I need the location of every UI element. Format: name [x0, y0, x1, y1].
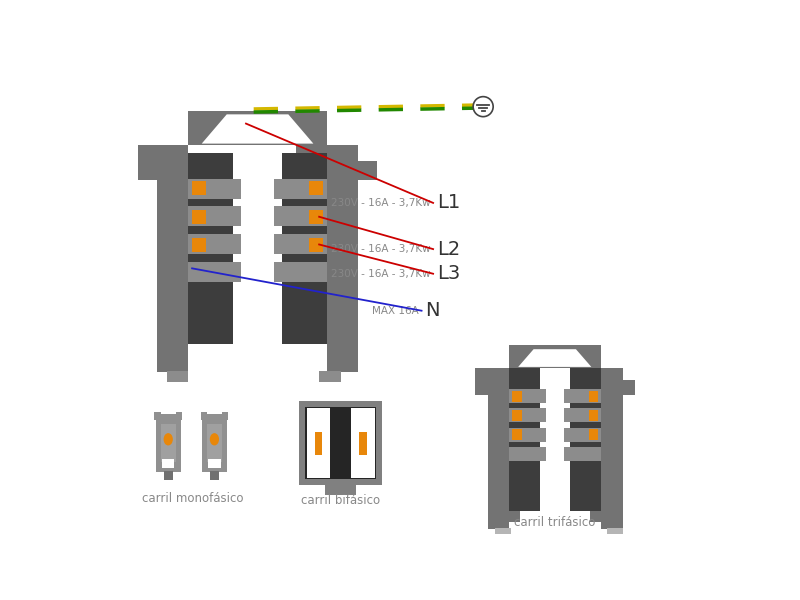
FancyBboxPatch shape: [274, 206, 327, 226]
FancyBboxPatch shape: [564, 389, 601, 403]
FancyBboxPatch shape: [359, 431, 367, 455]
FancyBboxPatch shape: [351, 409, 374, 478]
FancyBboxPatch shape: [488, 509, 520, 521]
FancyBboxPatch shape: [475, 368, 510, 382]
FancyBboxPatch shape: [274, 235, 327, 254]
Text: carril trifásico: carril trifásico: [514, 516, 595, 529]
FancyBboxPatch shape: [158, 145, 188, 346]
FancyBboxPatch shape: [510, 368, 540, 511]
FancyBboxPatch shape: [161, 424, 176, 463]
FancyBboxPatch shape: [510, 447, 546, 461]
Text: carril monofásico: carril monofásico: [142, 492, 244, 505]
FancyBboxPatch shape: [311, 344, 358, 362]
FancyBboxPatch shape: [607, 528, 622, 537]
FancyBboxPatch shape: [326, 484, 356, 495]
FancyBboxPatch shape: [327, 361, 358, 372]
FancyBboxPatch shape: [510, 389, 546, 403]
FancyBboxPatch shape: [306, 407, 376, 479]
FancyBboxPatch shape: [309, 181, 323, 195]
FancyBboxPatch shape: [589, 391, 598, 401]
FancyBboxPatch shape: [495, 528, 511, 537]
Polygon shape: [202, 115, 314, 143]
FancyBboxPatch shape: [314, 431, 322, 455]
FancyBboxPatch shape: [488, 520, 510, 529]
FancyBboxPatch shape: [188, 179, 241, 199]
FancyBboxPatch shape: [331, 407, 350, 479]
FancyBboxPatch shape: [570, 368, 601, 511]
FancyBboxPatch shape: [358, 161, 377, 180]
FancyBboxPatch shape: [202, 414, 226, 472]
FancyBboxPatch shape: [299, 401, 382, 485]
FancyBboxPatch shape: [296, 145, 346, 162]
FancyBboxPatch shape: [307, 409, 330, 478]
FancyBboxPatch shape: [158, 344, 204, 362]
FancyBboxPatch shape: [513, 391, 522, 401]
Text: 230V - 16A - 3,7Kw: 230V - 16A - 3,7Kw: [331, 244, 430, 254]
Text: 230V - 16A - 3,7Kw: 230V - 16A - 3,7Kw: [331, 269, 430, 279]
FancyBboxPatch shape: [274, 179, 327, 199]
FancyBboxPatch shape: [166, 371, 188, 382]
FancyBboxPatch shape: [138, 145, 188, 162]
FancyBboxPatch shape: [188, 235, 241, 254]
FancyBboxPatch shape: [188, 206, 241, 226]
FancyBboxPatch shape: [327, 145, 358, 346]
FancyBboxPatch shape: [233, 145, 282, 346]
FancyBboxPatch shape: [188, 262, 241, 282]
FancyBboxPatch shape: [513, 410, 522, 421]
FancyBboxPatch shape: [488, 368, 510, 511]
FancyBboxPatch shape: [162, 458, 174, 468]
FancyBboxPatch shape: [601, 520, 622, 529]
FancyBboxPatch shape: [589, 368, 622, 382]
FancyBboxPatch shape: [564, 428, 601, 442]
FancyBboxPatch shape: [158, 361, 188, 372]
FancyBboxPatch shape: [590, 509, 622, 521]
FancyBboxPatch shape: [564, 409, 601, 422]
Text: carril bifásico: carril bifásico: [301, 494, 380, 508]
FancyBboxPatch shape: [138, 161, 158, 180]
FancyBboxPatch shape: [622, 380, 635, 395]
FancyBboxPatch shape: [510, 428, 546, 442]
FancyBboxPatch shape: [589, 429, 598, 440]
FancyBboxPatch shape: [510, 346, 601, 368]
FancyBboxPatch shape: [208, 458, 221, 468]
FancyBboxPatch shape: [589, 410, 598, 421]
FancyBboxPatch shape: [319, 371, 341, 382]
FancyBboxPatch shape: [510, 409, 546, 422]
FancyBboxPatch shape: [282, 153, 327, 346]
FancyBboxPatch shape: [601, 368, 622, 511]
FancyBboxPatch shape: [192, 238, 206, 252]
FancyBboxPatch shape: [222, 412, 228, 420]
FancyBboxPatch shape: [540, 368, 570, 511]
FancyBboxPatch shape: [475, 380, 488, 395]
Ellipse shape: [210, 433, 219, 445]
FancyBboxPatch shape: [274, 262, 327, 282]
FancyBboxPatch shape: [163, 471, 173, 480]
Text: L1: L1: [437, 193, 460, 212]
FancyBboxPatch shape: [309, 238, 323, 252]
FancyBboxPatch shape: [192, 210, 206, 224]
Polygon shape: [518, 349, 591, 367]
FancyBboxPatch shape: [210, 471, 219, 480]
FancyBboxPatch shape: [513, 429, 522, 440]
FancyBboxPatch shape: [154, 412, 161, 420]
FancyBboxPatch shape: [564, 447, 601, 461]
Text: L3: L3: [437, 264, 460, 283]
FancyBboxPatch shape: [188, 344, 327, 362]
Text: 230V - 16A - 3,7Kw: 230V - 16A - 3,7Kw: [331, 198, 430, 208]
FancyBboxPatch shape: [206, 424, 222, 463]
FancyBboxPatch shape: [188, 153, 233, 346]
FancyBboxPatch shape: [192, 181, 206, 195]
Text: L2: L2: [437, 239, 460, 259]
Ellipse shape: [163, 433, 173, 445]
Text: N: N: [426, 301, 440, 320]
FancyBboxPatch shape: [201, 412, 206, 420]
Text: MAX 16A: MAX 16A: [373, 305, 419, 316]
FancyBboxPatch shape: [309, 210, 323, 224]
FancyBboxPatch shape: [156, 414, 181, 472]
FancyBboxPatch shape: [188, 110, 327, 145]
FancyBboxPatch shape: [176, 412, 182, 420]
